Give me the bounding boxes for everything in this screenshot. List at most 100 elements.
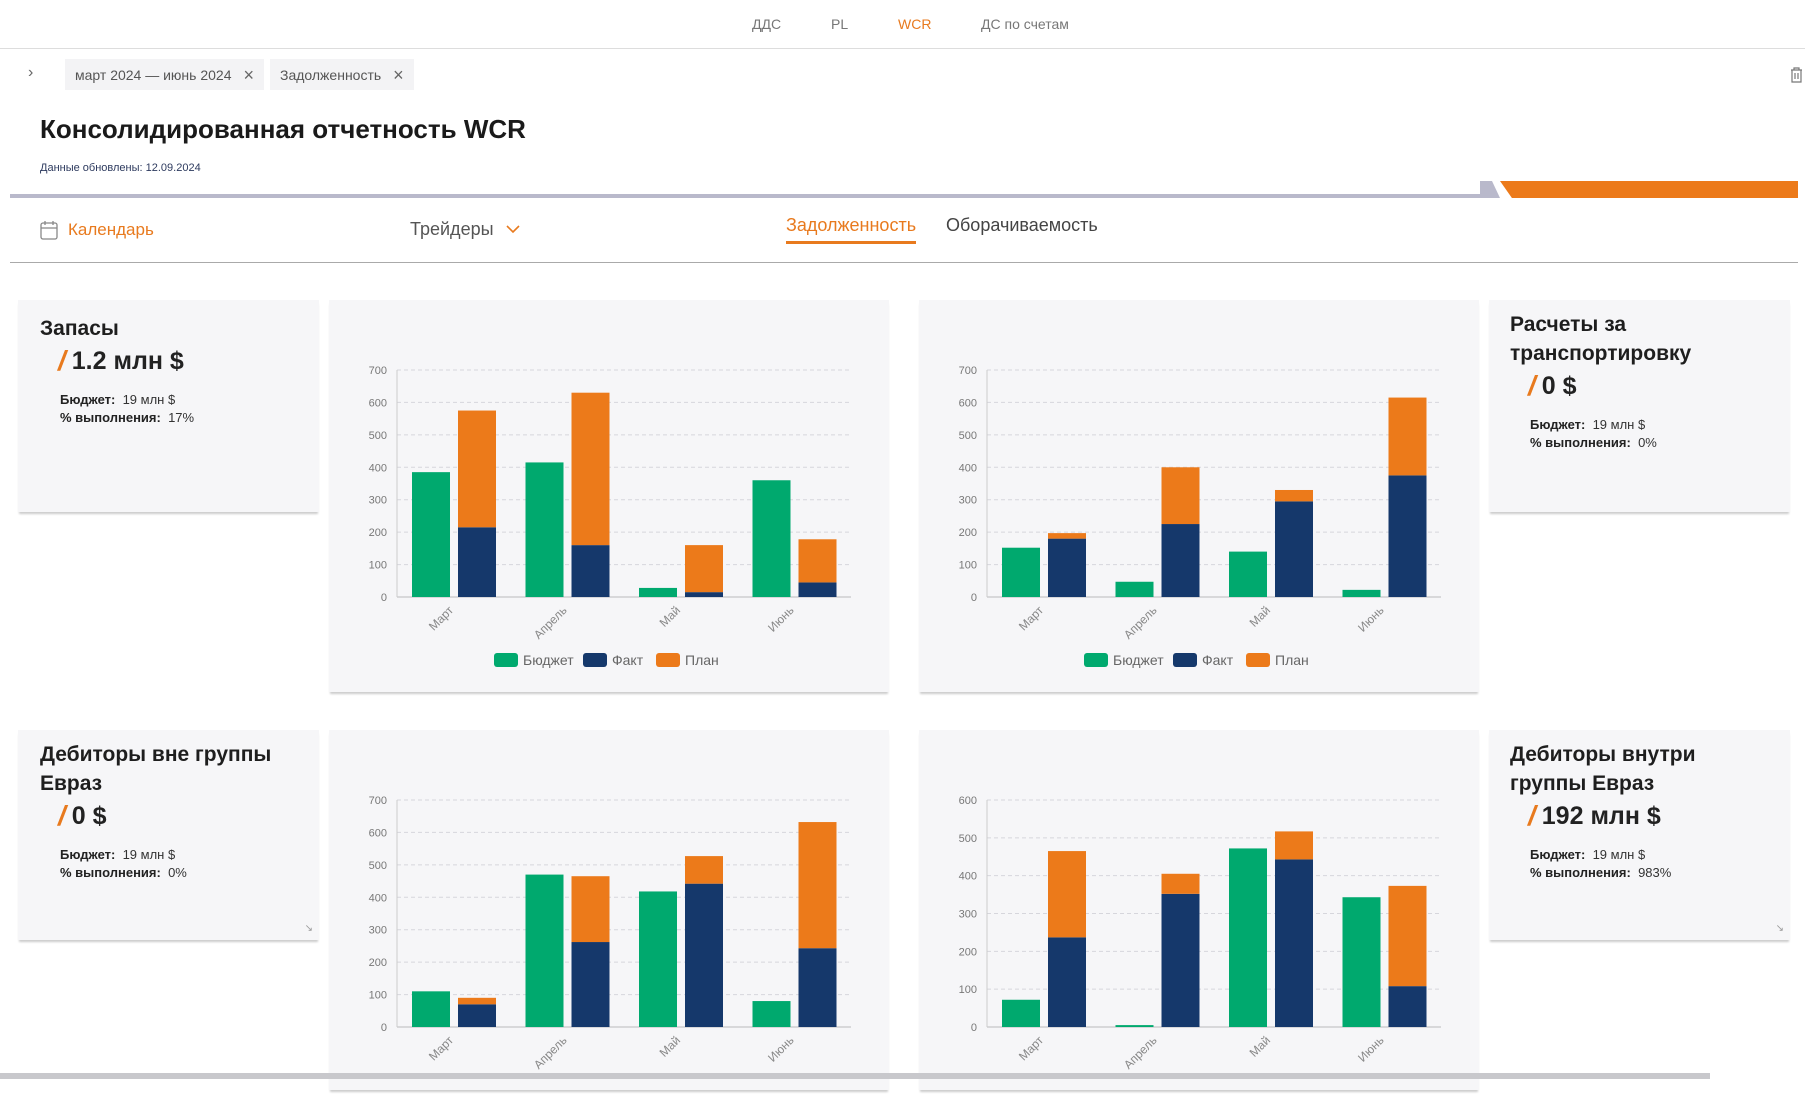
y-tick-label: 600	[959, 795, 977, 807]
y-tick-label: 500	[959, 430, 977, 442]
bar-plan	[1048, 533, 1086, 539]
x-tick-label: Март	[1016, 1033, 1047, 1064]
budget-label: Бюджет:	[60, 847, 116, 862]
y-tick-label: 300	[369, 495, 387, 507]
bar-fact	[798, 582, 837, 597]
budget-value: 19 млн $	[1592, 417, 1646, 432]
expand-chevron-icon[interactable]: ›	[28, 64, 34, 81]
x-tick-label: Май	[1247, 1033, 1274, 1060]
x-tick-label: Март	[426, 603, 457, 634]
calendar-icon	[40, 221, 58, 240]
bar-plan	[1275, 831, 1313, 860]
legend-label: План	[685, 652, 719, 668]
close-icon[interactable]: ×	[393, 64, 404, 85]
kpi-title: Дебиторы внутри группы Евраз	[1510, 743, 1696, 795]
y-tick-label: 400	[369, 892, 387, 904]
x-tick-label: Апрель	[531, 1033, 570, 1072]
y-tick-label: 600	[959, 397, 977, 409]
bar-fact	[571, 545, 610, 597]
bar-plan	[571, 876, 610, 943]
y-tick-label: 600	[369, 827, 387, 839]
bar-fact	[1161, 893, 1200, 1027]
bar-budget	[752, 1001, 791, 1027]
bar-plan	[798, 539, 837, 583]
pct-value: 17%	[168, 410, 195, 425]
bar-fact	[458, 1004, 496, 1027]
bar-budget	[525, 874, 564, 1027]
horizontal-scrollbar[interactable]	[0, 1073, 1710, 1079]
nav-dds[interactable]: ДДС	[752, 16, 782, 32]
tab-debt[interactable]: Задолженность	[786, 215, 917, 244]
y-tick-label: 500	[369, 430, 387, 442]
y-tick-label: 600	[369, 397, 387, 409]
calendar-button[interactable]: Календарь	[40, 220, 154, 240]
y-tick-label: 500	[369, 860, 387, 872]
y-tick-label: 400	[369, 462, 387, 474]
legend-swatch	[1084, 653, 1108, 667]
y-tick-label: 200	[369, 957, 387, 969]
legend-swatch	[494, 653, 518, 667]
pct-value: 983%	[1638, 865, 1672, 880]
bar-budget	[1342, 897, 1381, 1027]
kpi-value-text: 192 млн $	[1541, 801, 1661, 830]
bar-chart: 0 100 200 300 400 500 600 Март Апрель Май Июнь	[959, 795, 1441, 1072]
tab-turnover[interactable]: Оборачиваемость	[946, 215, 1098, 235]
x-tick-label: Март	[1016, 603, 1047, 634]
bar-fact	[685, 592, 723, 597]
y-tick-label: 700	[959, 365, 977, 377]
x-tick-label: Июнь	[765, 1033, 796, 1064]
resize-icon[interactable]: ↘	[1775, 923, 1784, 934]
budget-label: Бюджет:	[1530, 417, 1586, 432]
filter-chip-period[interactable]: март 2024 — июнь 2024 ×	[65, 59, 265, 90]
x-tick-label: Июнь	[1355, 603, 1386, 634]
bar-fact	[1048, 538, 1086, 597]
bar-fact	[1388, 986, 1427, 1027]
bar-budget	[412, 472, 450, 597]
traders-dropdown[interactable]: Трейдеры	[410, 219, 520, 240]
nav-pl[interactable]: PL	[831, 16, 849, 32]
y-tick-label: 100	[369, 560, 387, 572]
y-tick-label: 300	[959, 495, 977, 507]
divider-decoration	[1480, 181, 1500, 198]
bar-fact	[1275, 859, 1313, 1027]
x-tick-label: Апрель	[531, 603, 570, 642]
kpi-value: /0 $	[58, 800, 297, 832]
bar-chart: 0 100 200 300 400 500 600 700 Март Апрель Май Июнь Б…	[369, 365, 851, 668]
traders-label: Трейдеры	[410, 219, 494, 239]
nav-ds-accounts[interactable]: ДС по счетам	[981, 16, 1069, 32]
bar-budget	[525, 462, 564, 597]
pct-label: % выполнения:	[1530, 435, 1631, 450]
nav-wcr[interactable]: WCR	[898, 16, 932, 32]
bar-plan	[1388, 885, 1427, 987]
updated-date: Данные обновлены: 12.09.2024	[40, 162, 201, 174]
bar-budget	[412, 991, 450, 1027]
bar-plan	[685, 856, 723, 884]
budget-label: Бюджет:	[60, 392, 116, 407]
y-tick-label: 200	[369, 527, 387, 539]
kpi-value: /1.2 млн $	[58, 345, 297, 377]
filter-chip-debt[interactable]: Задолженность ×	[270, 59, 414, 90]
close-icon[interactable]: ×	[243, 64, 255, 85]
bar-plan	[458, 410, 496, 528]
kpi-meta: Бюджет: 19 млн $ % выполнения: 17%	[60, 391, 297, 427]
kpi-meta: Бюджет: 19 млн $ % выполнения: 983%	[1530, 846, 1769, 882]
legend-swatch	[656, 653, 680, 667]
bar-budget	[639, 587, 677, 597]
bar-plan	[685, 545, 723, 593]
budget-value: 19 млн $	[1592, 847, 1646, 862]
slash-icon: /	[1528, 370, 1536, 401]
y-tick-label: 0	[971, 1022, 977, 1034]
resize-icon[interactable]: ↘	[304, 923, 313, 934]
bar-fact	[798, 948, 837, 1027]
bar-fact	[458, 527, 496, 597]
y-tick-label: 0	[971, 592, 977, 604]
x-tick-label: Июнь	[765, 603, 796, 634]
x-tick-label: Май	[657, 603, 684, 630]
budget-value: 19 млн $	[122, 392, 176, 407]
chip-label: Задолженность	[280, 66, 382, 83]
trash-icon[interactable]	[1789, 66, 1803, 83]
chart-panel-3: 0 100 200 300 400 500 600 700 Март Апрель Май Июнь	[329, 730, 889, 1090]
bar-fact	[1048, 937, 1086, 1027]
pct-label: % выполнения:	[60, 865, 161, 880]
tabs-divider	[10, 262, 1798, 263]
